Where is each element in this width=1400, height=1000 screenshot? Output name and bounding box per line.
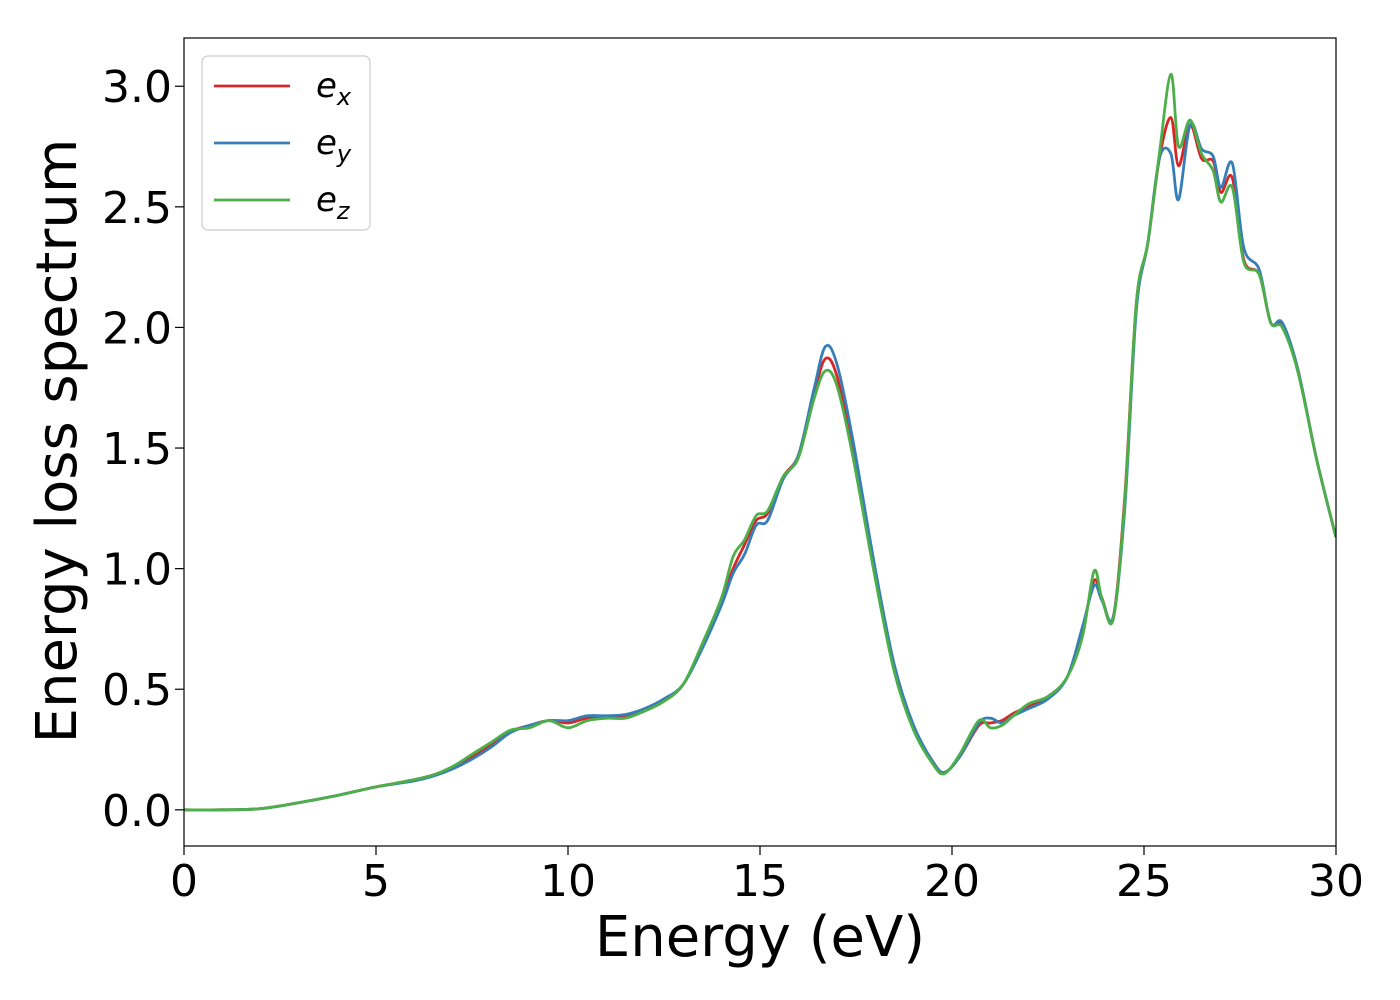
x-tick-label: 25 (1116, 856, 1172, 907)
legend-label-main: e (316, 66, 337, 106)
legend-label-z: ez (316, 180, 351, 225)
x-tick-label: 20 (924, 856, 980, 907)
legend-label-subscript: z (336, 197, 351, 225)
y-tick-label: 0.0 (102, 786, 172, 837)
legend-label-subscript: x (336, 83, 352, 111)
y-axis-title: Energy loss spectrum (25, 139, 90, 744)
series-line-z (184, 72, 1336, 812)
x-tick-label: 0 (170, 856, 198, 907)
x-tick-label: 5 (362, 856, 390, 907)
legend-label-subscript: y (336, 140, 352, 168)
y-tick-label: 2.0 (102, 303, 172, 354)
plot-area (184, 38, 1336, 846)
x-tick-label: 30 (1308, 856, 1364, 907)
y-tick-label: 3.0 (102, 62, 172, 113)
series-layer (184, 72, 1336, 812)
x-tick-label: 15 (732, 856, 788, 907)
x-axis-title: Energy (eV) (595, 905, 925, 970)
legend-label-main: e (316, 180, 337, 220)
legend-label-main: e (316, 123, 337, 163)
legend-label-x: ex (316, 66, 352, 111)
y-tick-label: 0.5 (102, 665, 172, 716)
legend-label-y: ey (316, 123, 352, 168)
y-tick-label: 1.0 (102, 545, 172, 596)
axis-layer: 0 5 10 15 20 25 30 0.0 0.5 1.0 1.5 2.0 2.5 3.0 (102, 37, 1364, 907)
y-tick-label: 1.5 (102, 424, 172, 475)
x-tick-label: 10 (540, 856, 596, 907)
y-tick-label: 2.5 (102, 183, 172, 234)
plot-layer (184, 38, 1336, 846)
